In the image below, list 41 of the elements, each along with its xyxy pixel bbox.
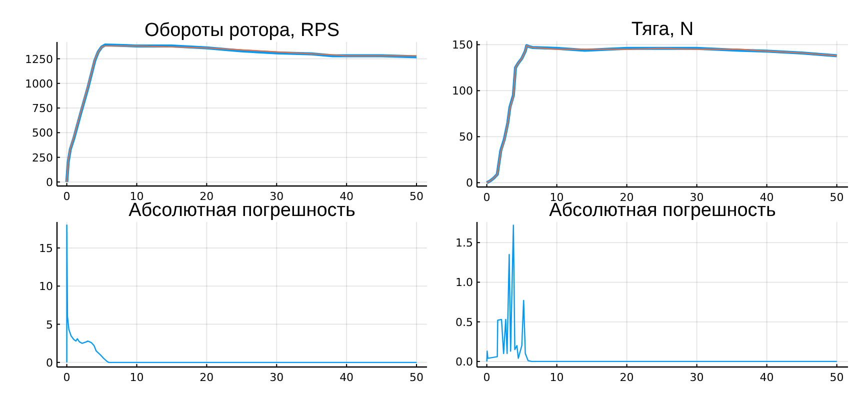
x-tick-label: 50 — [410, 190, 424, 203]
x-tick-label: 10 — [130, 190, 144, 203]
x-tick-label: 0 — [63, 371, 70, 384]
y-tick-label: 10 — [39, 280, 53, 294]
y-tick-label: 1.5 — [456, 236, 473, 250]
y-tick-label: 0.5 — [456, 316, 473, 329]
y-tick-label: 750 — [32, 102, 53, 116]
y-tick-label: 100 — [452, 84, 473, 98]
y-tick-label: 0 — [466, 176, 473, 190]
y-tick-label: 0 — [46, 356, 53, 370]
y-tick-label: 150 — [452, 38, 473, 52]
x-tick-label: 20 — [200, 190, 214, 203]
x-tick-label: 10 — [130, 371, 144, 384]
x-tick-label: 0 — [483, 191, 490, 204]
x-tick-label: 0 — [63, 190, 70, 203]
x-tick-label: 30 — [270, 190, 284, 203]
y-tick-label: 0 — [46, 176, 53, 189]
chart-title: Абсолютная погрешность — [128, 200, 356, 221]
x-tick-label: 50 — [830, 371, 844, 384]
chart-title: Тяга, N — [631, 19, 694, 40]
y-tick-label: 1000 — [25, 77, 53, 90]
x-tick-label: 40 — [340, 371, 354, 384]
x-tick-label: 0 — [483, 371, 490, 384]
x-tick-label: 10 — [550, 371, 564, 384]
x-tick-label: 20 — [620, 371, 634, 384]
y-tick-label: 5 — [46, 318, 53, 332]
x-tick-label: 50 — [830, 191, 844, 204]
y-tick-label: 1.0 — [456, 276, 473, 290]
y-tick-label: 500 — [32, 126, 53, 140]
x-tick-label: 40 — [760, 371, 774, 384]
x-tick-label: 20 — [200, 371, 214, 384]
y-tick-label: 250 — [32, 151, 53, 164]
x-tick-label: 30 — [690, 371, 704, 384]
x-tick-label: 40 — [340, 190, 354, 203]
chart-title: Обороты ротора, RPS — [144, 20, 340, 41]
x-tick-label: 50 — [410, 371, 424, 384]
x-tick-label: 30 — [270, 371, 284, 384]
y-tick-label: 50 — [459, 130, 473, 144]
y-tick-label: 15 — [39, 242, 53, 255]
y-tick-label: 1250 — [25, 52, 53, 66]
y-tick-label: 0.0 — [456, 355, 473, 368]
